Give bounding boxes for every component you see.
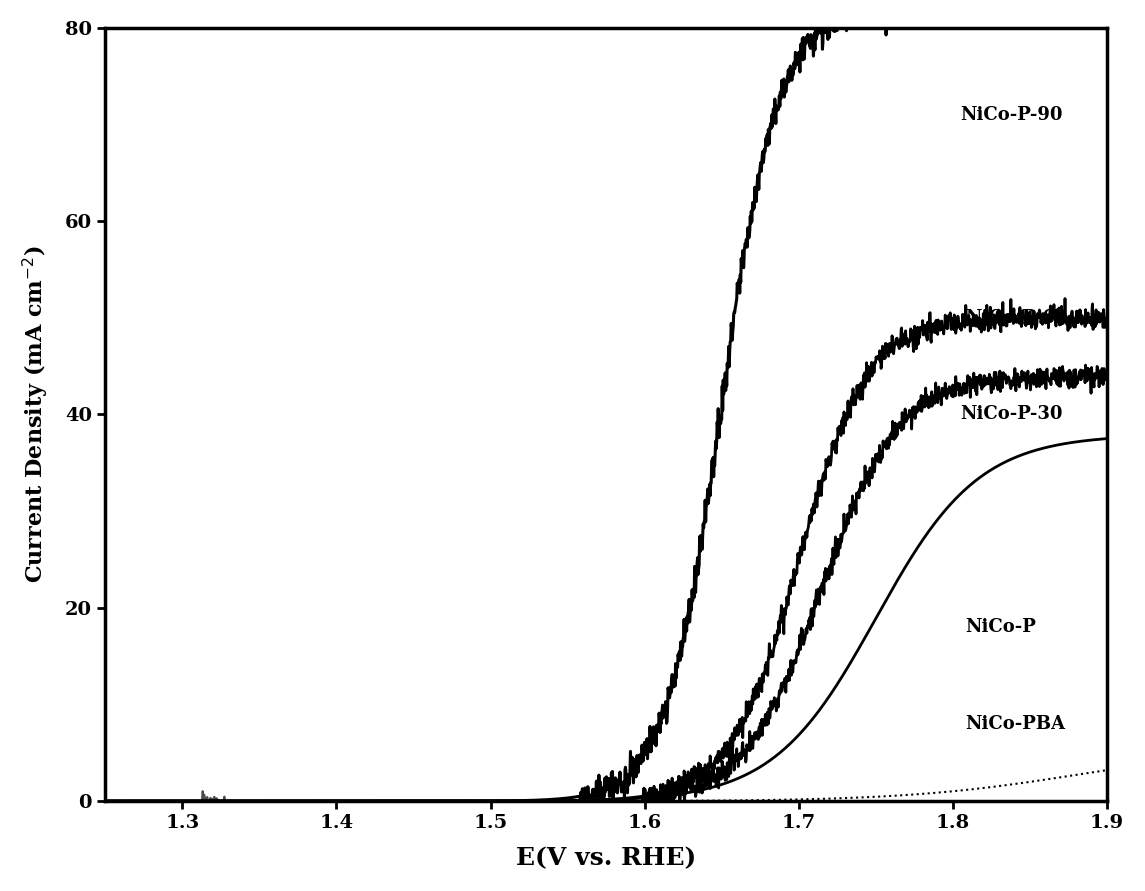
Text: NiCo-PBA: NiCo-PBA — [965, 715, 1066, 732]
Text: NiCo-P-90: NiCo-P-90 — [961, 106, 1064, 124]
X-axis label: E(V vs. RHE): E(V vs. RHE) — [516, 846, 696, 871]
Y-axis label: Current Density (mA cm$^{-2}$): Current Density (mA cm$^{-2}$) — [21, 246, 52, 584]
Text: NiCo-P: NiCo-P — [965, 618, 1036, 636]
Text: NiCo-P-60: NiCo-P-60 — [965, 309, 1068, 327]
Text: NiCo-P-30: NiCo-P-30 — [961, 405, 1064, 423]
